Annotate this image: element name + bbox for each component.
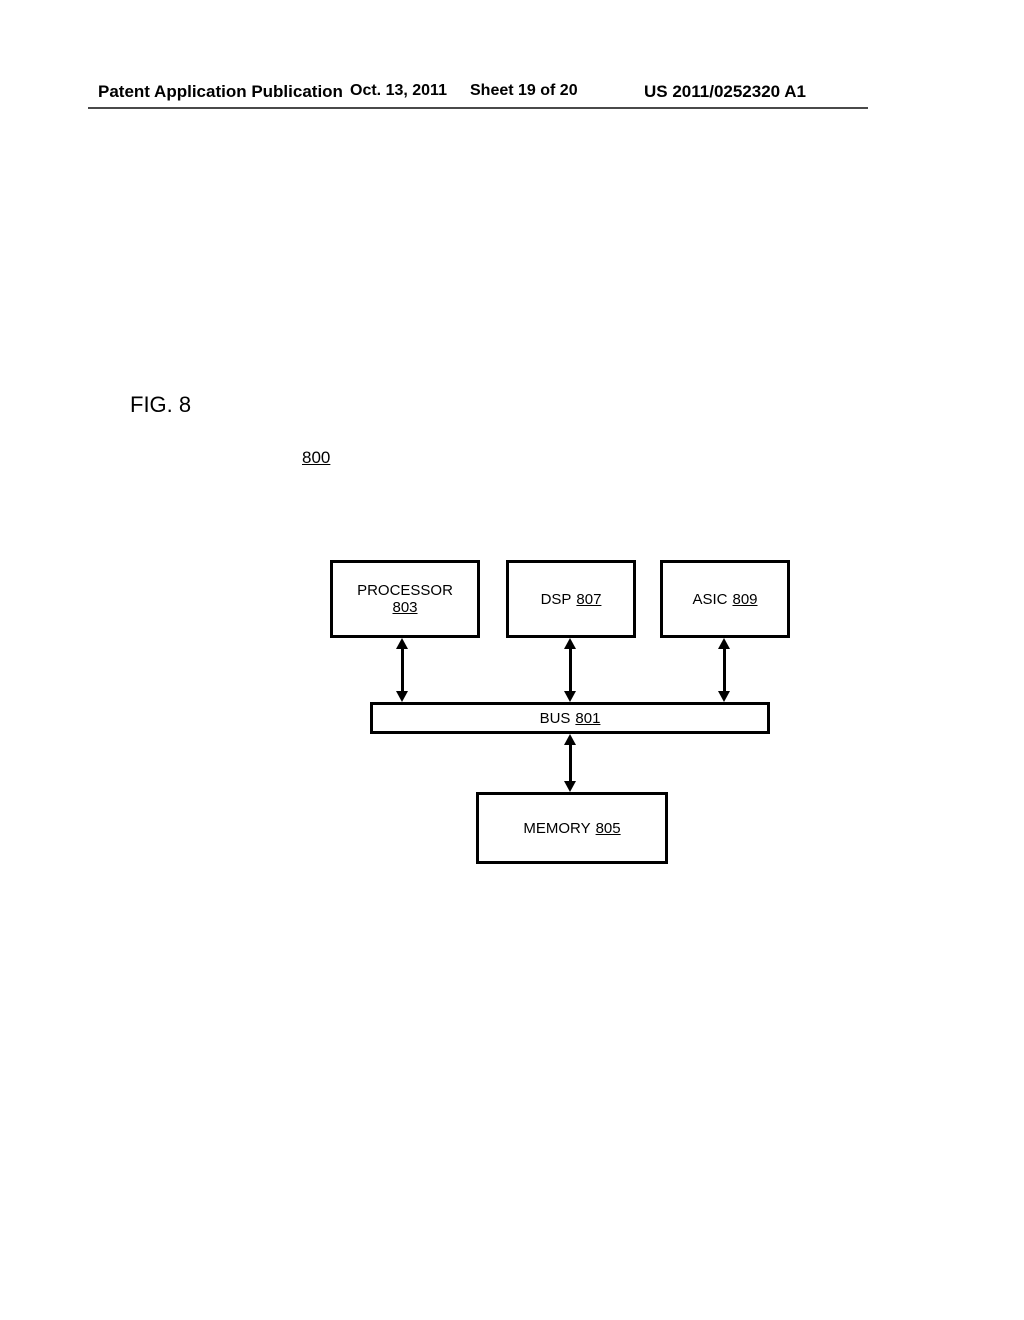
publication-number: US 2011/0252320 A1 — [644, 82, 806, 102]
arrowhead-icon — [396, 691, 408, 702]
header-divider — [88, 107, 868, 109]
arrowhead-icon — [564, 638, 576, 649]
block-bus: BUS801 — [370, 702, 770, 734]
arrowhead-icon — [564, 691, 576, 702]
block-ref: 807 — [576, 591, 601, 608]
publication-label: Patent Application Publication — [98, 82, 343, 102]
block-memory: MEMORY 805 — [476, 792, 668, 864]
block-ref: 803 — [392, 599, 417, 616]
figure-reference: 800 — [302, 448, 330, 468]
block-label: ASIC — [692, 591, 727, 608]
block-ref: 809 — [732, 591, 757, 608]
block-label: MEMORY — [523, 820, 590, 837]
block-processor: PROCESSOR803 — [330, 560, 480, 638]
arrowhead-icon — [718, 691, 730, 702]
arrowhead-icon — [718, 638, 730, 649]
figure-label: FIG. 8 — [130, 392, 191, 418]
connector — [401, 647, 404, 693]
block-dsp: DSP807 — [506, 560, 636, 638]
connector — [723, 647, 726, 693]
publication-date: Oct. 13, 2011 — [350, 82, 447, 100]
block-label: PROCESSOR — [357, 582, 453, 599]
arrowhead-icon — [396, 638, 408, 649]
block-label: BUS — [540, 710, 571, 727]
block-asic: ASIC 809 — [660, 560, 790, 638]
connector — [569, 743, 572, 783]
arrowhead-icon — [564, 734, 576, 745]
sheet-number: Sheet 19 of 20 — [470, 82, 578, 100]
block-diagram: PROCESSOR803 DSP807 ASIC 809 BUS801 MEMORY 805 — [310, 540, 870, 900]
connector — [569, 647, 572, 693]
block-ref: 805 — [596, 820, 621, 837]
arrowhead-icon — [564, 781, 576, 792]
block-ref: 801 — [575, 710, 600, 727]
block-label: DSP — [541, 591, 572, 608]
